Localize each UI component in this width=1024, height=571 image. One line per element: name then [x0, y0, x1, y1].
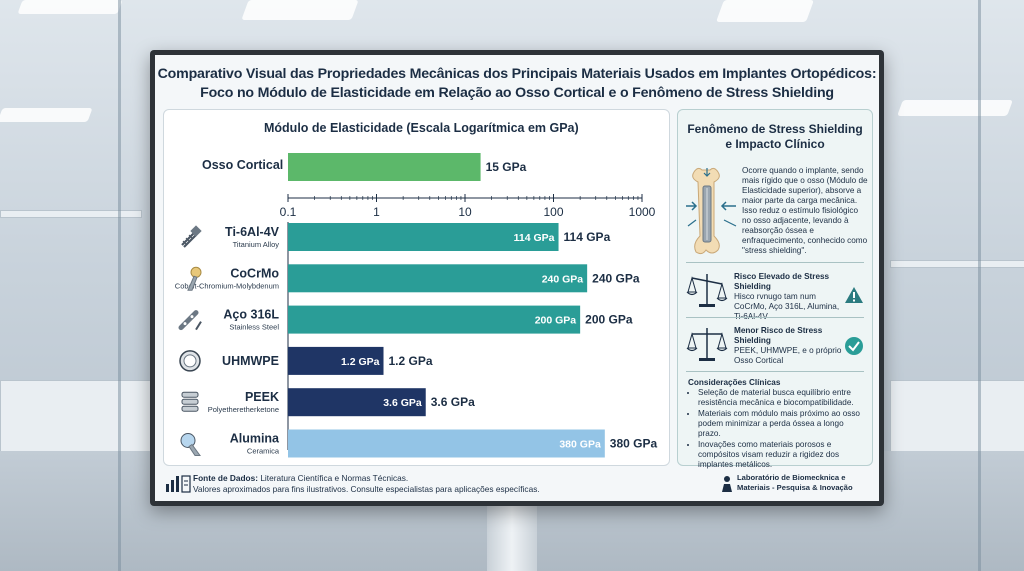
- warning-icon: [845, 287, 863, 303]
- divider: [686, 317, 864, 318]
- reference-label: Osso Cortical: [202, 158, 283, 172]
- lab-shelf: [890, 260, 1024, 268]
- x-tick-label: 1000: [629, 205, 656, 219]
- ceiling-light: [17, 0, 123, 14]
- spine-cage-icon: [181, 391, 199, 412]
- category-label: UHMWPE: [222, 354, 279, 368]
- bar-value-label: 380 GPa: [610, 437, 658, 451]
- bar-value-label-inside: 1.2 GPa: [341, 356, 380, 368]
- bar-value-label: 1.2 GPa: [389, 354, 433, 368]
- glass-frame: [978, 0, 981, 571]
- side-title-line-1: Fenômeno de Stress Shielding: [687, 122, 863, 136]
- bar-value-label-inside: 3.6 GPa: [383, 397, 422, 409]
- monitor: Comparativo Visual das Propriedades Mecâ…: [150, 50, 884, 506]
- x-tick-label: 100: [543, 205, 563, 219]
- category-subtitle: Titanium Alloy: [233, 240, 280, 249]
- x-tick-label: 1: [373, 205, 380, 219]
- ceiling-light: [715, 0, 815, 22]
- footer-source: Fonte de Dados: Literatura Científica e …: [193, 473, 540, 495]
- category-subtitle: Cobalt-Chromium-Molybdenum: [175, 281, 279, 290]
- check-circle-icon: [845, 337, 863, 355]
- bar: [288, 429, 605, 458]
- source-label: Fonte de Dados:: [193, 473, 258, 483]
- source-text: Literatura Científica e Normas Técnicas.: [260, 473, 409, 483]
- divider: [686, 262, 864, 263]
- chart-panel: Módulo de Elasticidade (Escala Logarítmi…: [163, 109, 670, 466]
- side-title: Fenômeno de Stress Shielding e Impacto C…: [678, 122, 872, 152]
- category-label: CoCrMo: [230, 266, 279, 280]
- bar-value-label: 3.6 GPa: [431, 395, 475, 409]
- scale-unbalanced-icon: [686, 274, 728, 307]
- stress-shielding-panel: Fenômeno de Stress Shielding e Impacto C…: [677, 109, 873, 469]
- list-item: Inovações como materiais porosos e compó…: [698, 440, 866, 470]
- category-subtitle: Polyetheretherketone: [208, 405, 279, 414]
- side-title-line-2: e Impacto Clínico: [725, 137, 825, 151]
- bar-value-label: 240 GPa: [592, 271, 640, 285]
- bone-implant-icon: [686, 167, 737, 255]
- low-risk-block: Menor Risco de Stress Shielding PEEK, UH…: [734, 326, 846, 366]
- considerations-list: Seleção de material busca equilíbrio ent…: [688, 388, 866, 470]
- lab-shelf: [0, 210, 142, 218]
- ceiling-light: [241, 0, 359, 20]
- material-icons: [178, 225, 202, 456]
- lab-name: Laboratório de Biomecknica e Materiais -…: [737, 473, 853, 492]
- list-item: Materiais com módulo mais próximo ao oss…: [698, 409, 866, 439]
- category-label: PEEK: [245, 390, 279, 404]
- monitor-stand: [487, 506, 537, 571]
- high-risk-title: Risco Elevado de Stress Shielding: [734, 272, 830, 291]
- low-risk-title: Menor Risco de Stress Shielding: [734, 326, 823, 345]
- bone-plate-icon: [178, 310, 202, 331]
- considerations-title: Considerações Clínicas: [688, 378, 781, 387]
- elasticity-chart: Módulo de Elasticidade (Escala Logarítmi…: [175, 121, 658, 458]
- glass-frame: [118, 0, 121, 571]
- bar: [288, 305, 581, 334]
- category-label: Ti-6Al-4V: [225, 225, 280, 239]
- reference-value-label: 15 GPa: [486, 160, 527, 174]
- bar-value-label: 114 GPa: [564, 230, 611, 244]
- category-subtitle: Ceramica: [247, 447, 280, 456]
- bar-value-label-inside: 200 GPa: [535, 315, 577, 327]
- divider: [686, 371, 864, 372]
- bar: [288, 264, 588, 293]
- lab-logo-icon: [722, 476, 732, 492]
- femoral-head-icon: [180, 433, 201, 456]
- liner-ring-icon: [179, 350, 201, 372]
- bar-value-label-inside: 380 GPa: [559, 439, 601, 451]
- x-tick-label: 0.1: [280, 205, 297, 219]
- page-title: Comparativo Visual das Propriedades Mecâ…: [155, 65, 879, 103]
- x-axis: 0.1 1 10 100 1000: [280, 194, 656, 450]
- bar: [288, 346, 384, 375]
- bar: [288, 388, 426, 417]
- side-description: Ocorre quando o implante, sendo mais ríg…: [742, 166, 868, 255]
- x-tick-label: 10: [458, 205, 472, 219]
- hip-implant-icon: [187, 266, 202, 291]
- low-risk-text: PEEK, UHMWPE, e o próprio Osso Cortical: [734, 346, 842, 365]
- category-label: Aço 316L: [223, 308, 279, 322]
- list-item: Seleção de material busca equilíbrio ent…: [698, 388, 866, 408]
- infographic-screen: Comparativo Visual das Propriedades Mecâ…: [155, 55, 879, 501]
- bar-value-label: 200 GPa: [585, 313, 633, 327]
- clinical-considerations: Considerações Clínicas Seleção de materi…: [688, 378, 866, 471]
- bar-value-label-inside: 114 GPa: [514, 232, 555, 244]
- reference-bar-group: Osso Cortical 15 GPa: [202, 153, 527, 181]
- bar: [288, 223, 559, 251]
- title-line-1: Comparativo Visual das Propriedades Mecâ…: [157, 66, 877, 82]
- reference-bar: [288, 153, 481, 181]
- ceiling-light: [0, 108, 93, 122]
- data-chart-icon: [166, 475, 191, 493]
- title-line-2: Foco no Módulo de Elasticidade em Relaçã…: [200, 85, 834, 101]
- high-risk-text: Hisco rvnugo tam num CoCrMo, Aço 316L, A…: [734, 292, 840, 321]
- scale-balanced-icon: [686, 328, 728, 361]
- high-risk-block: Risco Elevado de Stress Shielding Hisco …: [734, 272, 846, 322]
- category-label: Alumina: [230, 432, 280, 446]
- category-subtitle: Stainless Steel: [229, 323, 279, 332]
- chart-title: Módulo de Elasticidade (Escala Logarítmi…: [264, 121, 579, 135]
- footer-note: Valores aproximados para fins ilustrativ…: [193, 484, 540, 494]
- bar-value-label-inside: 240 GPa: [542, 273, 584, 285]
- screw-icon: [181, 225, 202, 248]
- footer: Fonte de Dados: Literatura Científica e …: [163, 471, 871, 497]
- ceiling-light: [897, 100, 1013, 116]
